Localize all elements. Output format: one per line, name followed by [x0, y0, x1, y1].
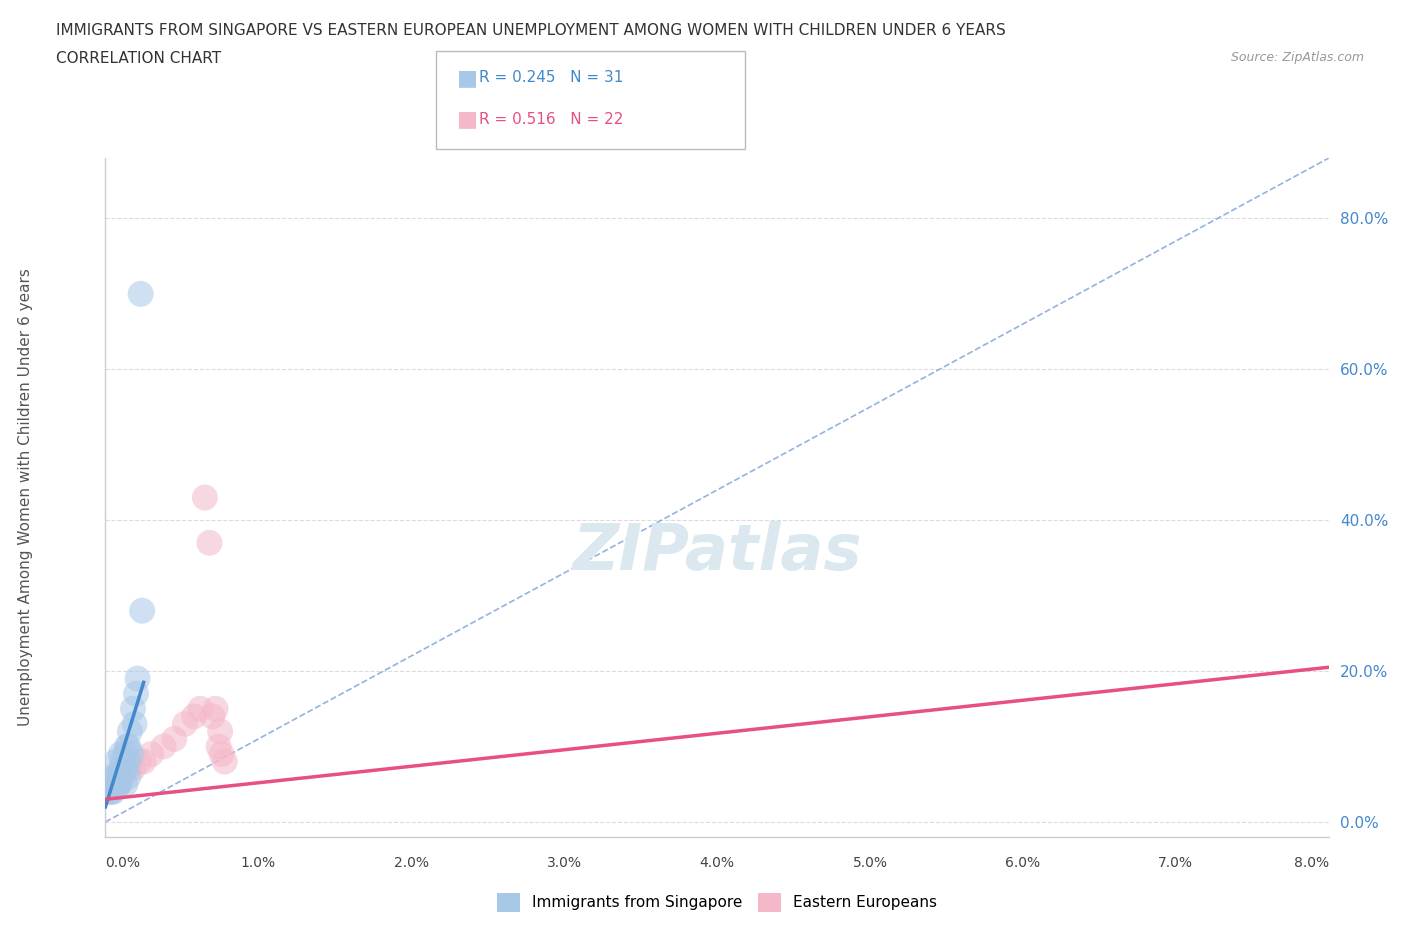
Point: [124, 716, 146, 731]
Point: [132, 754, 155, 769]
Point: [163, 732, 186, 747]
Text: 8.0%: 8.0%: [1294, 856, 1329, 870]
Text: R = 0.516   N = 22: R = 0.516 N = 22: [479, 112, 624, 126]
Point: [129, 286, 152, 301]
Point: [112, 762, 135, 777]
Point: [209, 724, 232, 738]
Point: [122, 701, 145, 716]
Point: [201, 709, 224, 724]
Point: [198, 536, 221, 551]
Point: [214, 754, 236, 769]
Text: 0.0%: 0.0%: [105, 856, 141, 870]
Point: [108, 777, 131, 791]
Point: [114, 762, 136, 777]
Point: [117, 739, 139, 754]
Point: [107, 777, 129, 791]
Point: [183, 709, 205, 724]
Point: [141, 747, 163, 762]
Point: [152, 739, 174, 754]
Text: 2.0%: 2.0%: [394, 856, 429, 870]
Point: [131, 604, 153, 618]
Text: IMMIGRANTS FROM SINGAPORE VS EASTERN EUROPEAN UNEMPLOYMENT AMONG WOMEN WITH CHIL: IMMIGRANTS FROM SINGAPORE VS EASTERN EUR…: [56, 23, 1005, 38]
Point: [105, 769, 128, 784]
Point: [194, 490, 217, 505]
Point: [107, 777, 129, 791]
Point: [98, 784, 121, 799]
Point: [174, 716, 197, 731]
Point: [117, 754, 139, 769]
Text: ■: ■: [457, 68, 478, 88]
Point: [188, 701, 211, 716]
Point: [110, 747, 132, 762]
Point: [122, 762, 145, 777]
Point: [211, 747, 233, 762]
Text: 4.0%: 4.0%: [700, 856, 734, 870]
Text: R = 0.245   N = 31: R = 0.245 N = 31: [479, 71, 624, 86]
Point: [207, 739, 229, 754]
Text: 5.0%: 5.0%: [852, 856, 887, 870]
Point: [104, 777, 127, 791]
Text: CORRELATION CHART: CORRELATION CHART: [56, 51, 221, 66]
Legend: Immigrants from Singapore, Eastern Europeans: Immigrants from Singapore, Eastern Europ…: [491, 887, 943, 918]
Point: [107, 769, 129, 784]
Point: [114, 747, 136, 762]
Point: [105, 754, 128, 769]
Point: [120, 747, 142, 762]
Text: ZIPatlas: ZIPatlas: [572, 521, 862, 583]
Point: [100, 784, 122, 799]
Point: [115, 739, 138, 754]
Text: Source: ZipAtlas.com: Source: ZipAtlas.com: [1230, 51, 1364, 64]
Point: [98, 784, 121, 799]
Text: 3.0%: 3.0%: [547, 856, 582, 870]
Point: [108, 777, 131, 791]
Point: [110, 769, 132, 784]
Text: 6.0%: 6.0%: [1005, 856, 1040, 870]
Point: [101, 769, 124, 784]
Point: [204, 701, 226, 716]
Point: [114, 777, 136, 791]
Point: [127, 671, 149, 686]
Point: [111, 754, 134, 769]
Text: Unemployment Among Women with Children Under 6 years: Unemployment Among Women with Children U…: [18, 269, 32, 726]
Point: [111, 769, 134, 784]
Text: 1.0%: 1.0%: [240, 856, 276, 870]
Point: [101, 777, 124, 791]
Text: 7.0%: 7.0%: [1159, 856, 1194, 870]
Point: [125, 686, 148, 701]
Point: [117, 769, 139, 784]
Point: [101, 784, 124, 799]
Text: ■: ■: [457, 110, 478, 129]
Point: [118, 724, 141, 738]
Point: [117, 762, 139, 777]
Point: [128, 754, 150, 769]
Point: [110, 762, 132, 777]
